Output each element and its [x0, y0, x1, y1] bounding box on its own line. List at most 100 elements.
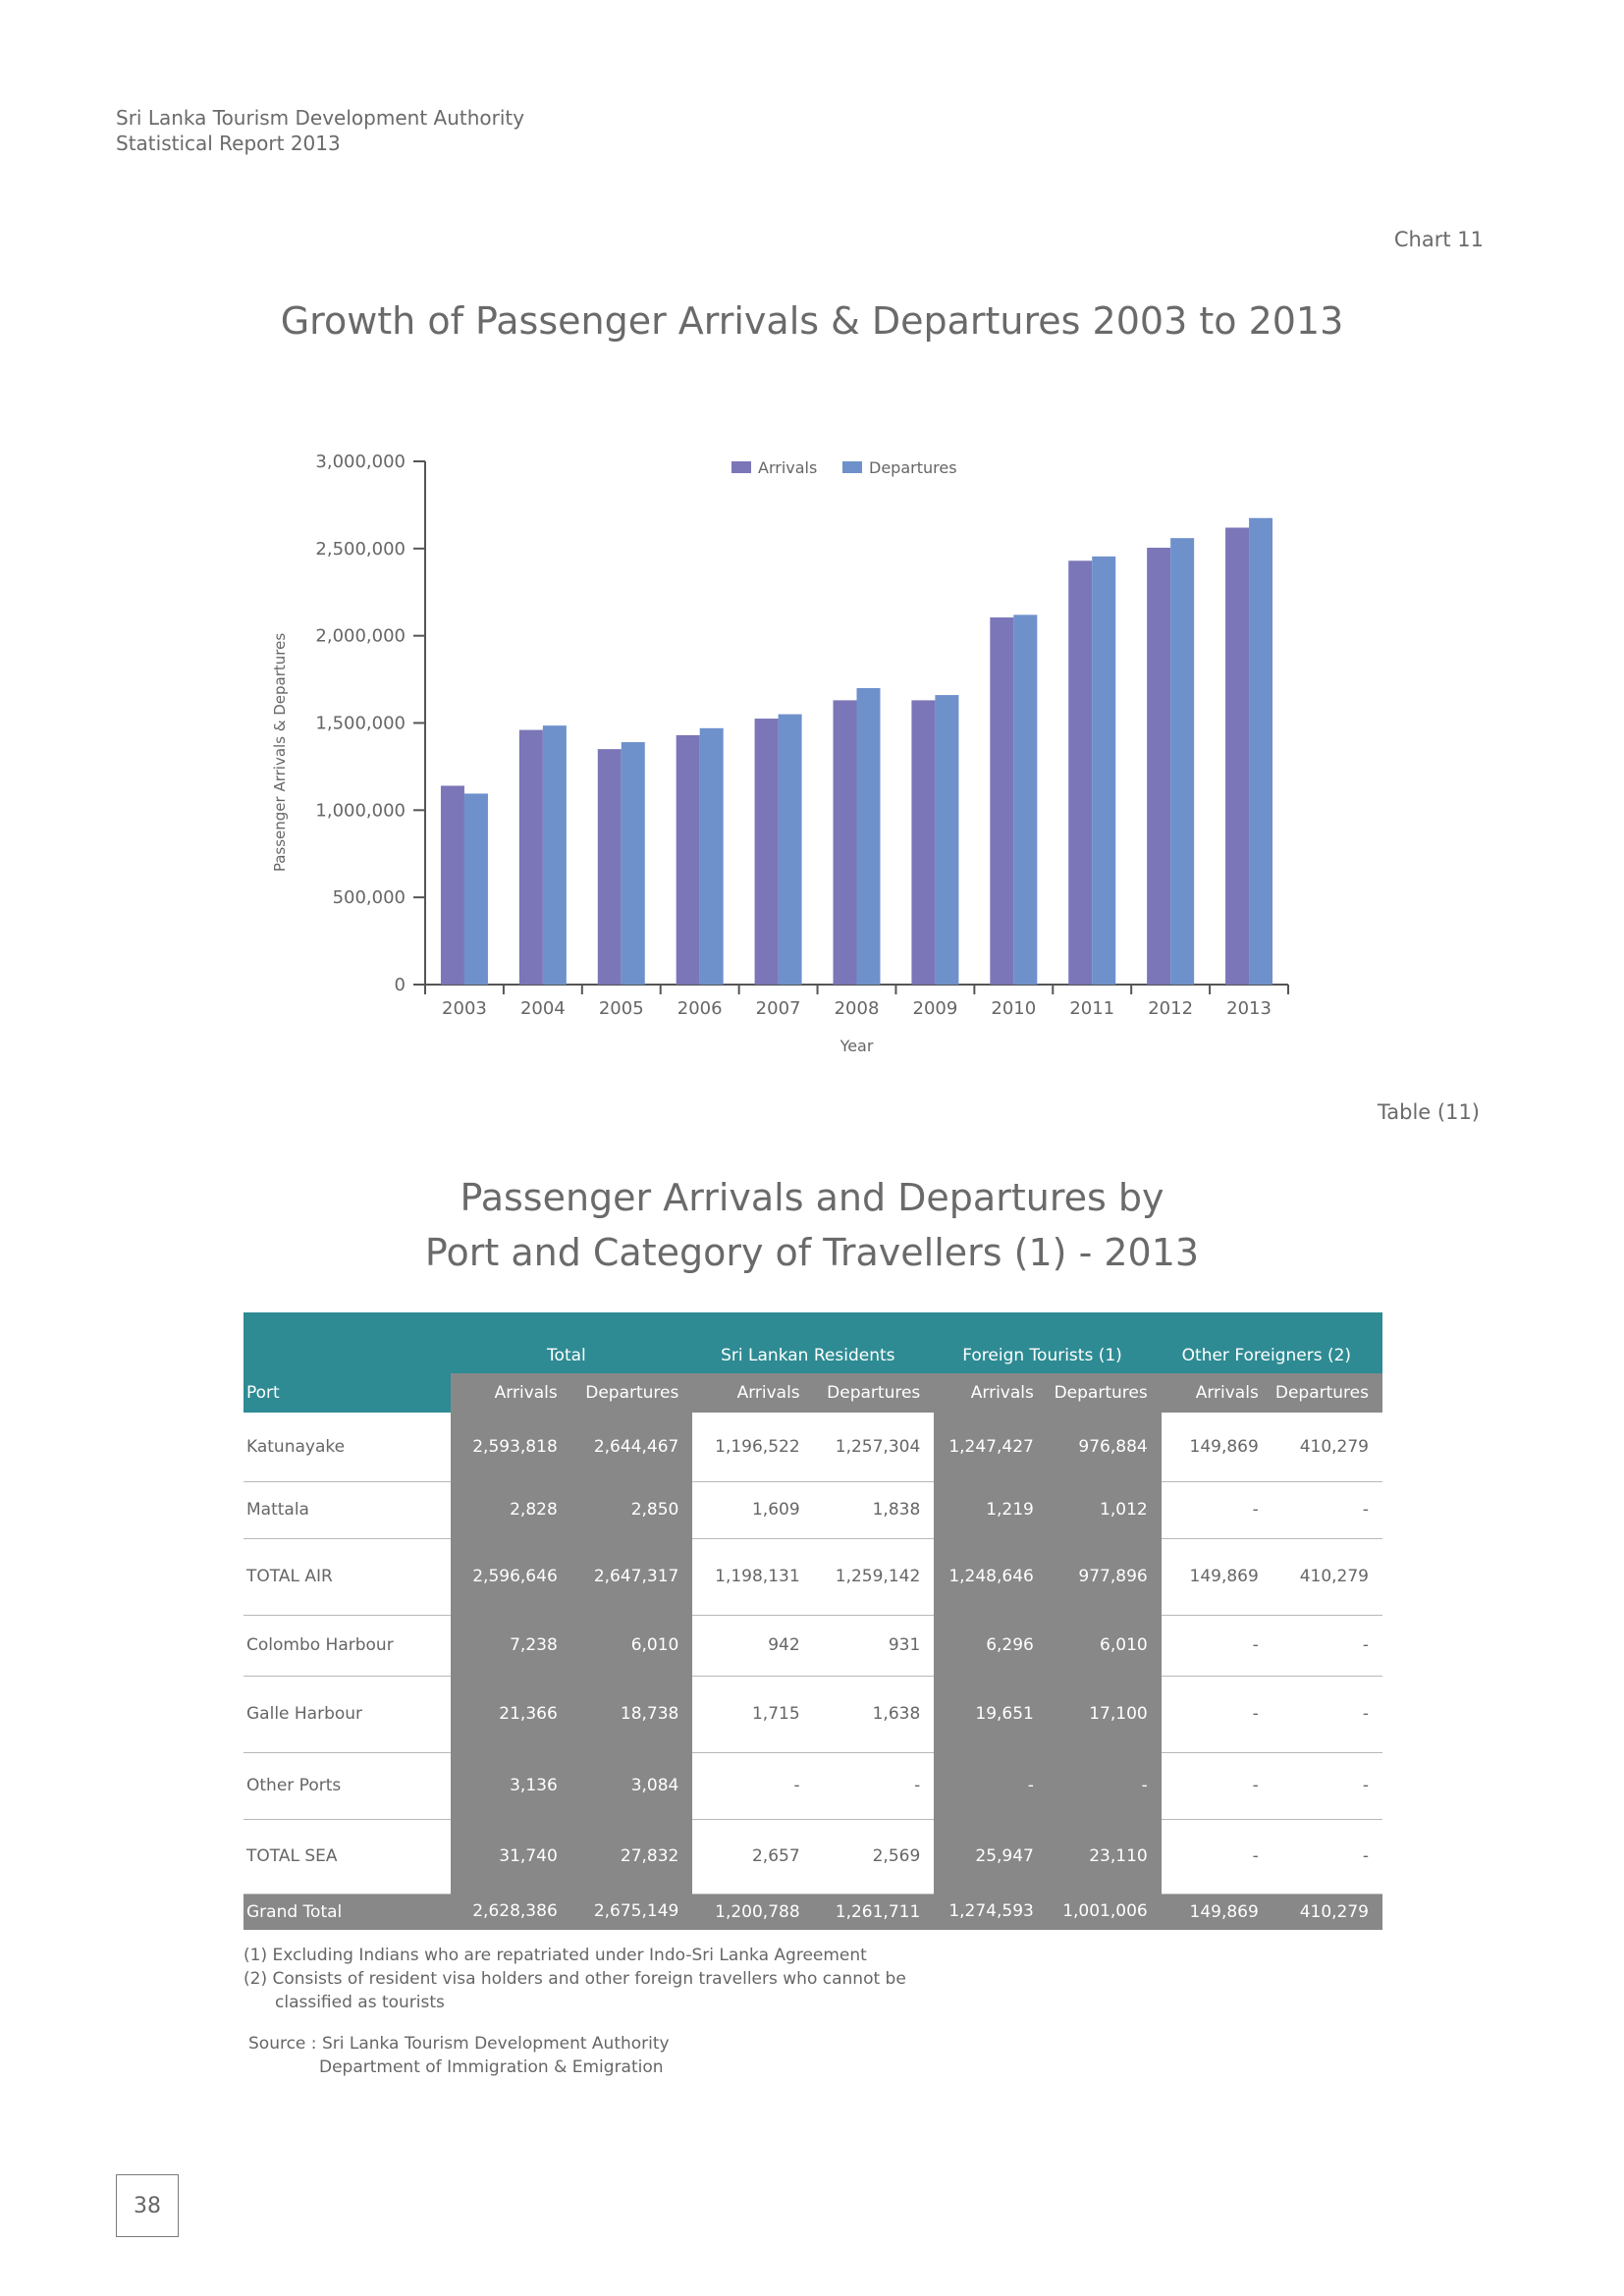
value-cell: 1,259,142	[813, 1538, 935, 1616]
value-cell: 410,279	[1272, 1538, 1382, 1616]
value-cell: -	[1272, 1481, 1382, 1539]
table-title: Passenger Arrivals and Departures by Por…	[0, 1170, 1624, 1280]
value-cell: 7,238	[451, 1615, 571, 1676]
value-cell: 23,110	[1047, 1819, 1162, 1894]
header-report: Statistical Report 2013	[116, 132, 341, 155]
value-cell: 19,651	[934, 1676, 1048, 1752]
table-row: TOTAL SEA 31,740 27,832 2,657 2,569 25,947 23,…	[244, 1819, 1382, 1895]
header-org: Sri Lanka Tourism Development Authority	[116, 106, 525, 130]
group-header-total: Total	[451, 1312, 693, 1373]
y-axis-title: Passenger Arrivals & Departures	[271, 633, 289, 873]
sub-header: Departures	[813, 1373, 935, 1413]
table-row: Other Ports 3,136 3,084- - - - - -	[244, 1752, 1382, 1820]
legend-swatch-departures	[842, 461, 862, 473]
value-cell: 17,100	[1047, 1676, 1162, 1752]
value-cell: 976,884	[1047, 1413, 1162, 1481]
x-tick-label: 2009	[913, 998, 958, 1019]
bar-arrivals	[518, 729, 543, 985]
bar-departures	[1249, 517, 1273, 985]
x-axis-title: Year	[839, 1037, 874, 1055]
value-cell: 18,738	[570, 1676, 693, 1752]
value-cell: 1,247,427	[934, 1413, 1048, 1481]
passenger-table: Total Sri Lankan Residents Foreign Touri…	[244, 1312, 1382, 1930]
source-line2: Department of Immigration & Emigration	[319, 2057, 664, 2077]
table-row: TOTAL AIR 2,596,646 2,647,317 1,198,131 1,25…	[244, 1538, 1382, 1616]
bar-departures	[778, 714, 802, 985]
x-tick-label: 2006	[677, 998, 723, 1019]
value-cell: 2,828	[451, 1481, 571, 1538]
group-header-row: Total Sri Lankan Residents Foreign Touri…	[244, 1312, 1382, 1373]
grand-total-cell: 149,869	[1161, 1894, 1272, 1930]
value-cell: 931	[813, 1615, 935, 1677]
value-cell: 1,248,646	[934, 1538, 1048, 1615]
value-cell: 977,896	[1047, 1538, 1162, 1615]
x-tick-label: 2005	[599, 998, 644, 1019]
bar-chart: 0 500,000 1,000,000 1,500,000 2,000,000 2,500…	[271, 452, 1289, 1055]
port-cell: TOTAL AIR	[244, 1538, 452, 1616]
value-cell: 149,869	[1161, 1413, 1272, 1482]
footnote-2-cont: classified as tourists	[275, 1993, 445, 2012]
value-cell: -	[1272, 1676, 1382, 1753]
value-cell: -	[1272, 1752, 1382, 1820]
y-tick-label: 1,000,000	[315, 800, 406, 821]
sub-header: Departures	[570, 1373, 693, 1413]
port-cell: Colombo Harbour	[244, 1615, 452, 1677]
value-cell: -	[813, 1752, 935, 1820]
table-row: Mattala 2,828 2,850 1,609 1,838 1,219 1,012- -	[244, 1481, 1382, 1539]
grand-total-label: Grand Total	[244, 1894, 452, 1930]
sub-header: Arrivals	[692, 1373, 814, 1413]
x-tick-label: 2003	[442, 998, 487, 1019]
table-row: Katunayake 2,593,818 2,644,467 1,196,522 1,2…	[244, 1413, 1382, 1482]
value-cell: 2,850	[570, 1481, 693, 1538]
grand-total-cell: 1,261,711	[813, 1894, 935, 1930]
y-tick-label: 2,000,000	[315, 626, 406, 647]
value-cell: 1,196,522	[692, 1413, 814, 1482]
group-header-residents: Sri Lankan Residents	[692, 1312, 935, 1373]
port-cell: TOTAL SEA	[244, 1819, 452, 1895]
value-cell: 6,296	[934, 1615, 1048, 1676]
grand-total-cell: 1,001,006	[1047, 1894, 1162, 1930]
page-number: 38	[116, 2174, 179, 2237]
value-cell: 3,136	[451, 1752, 571, 1819]
grand-total-cell: 2,675,149	[570, 1894, 693, 1930]
bar-departures	[699, 727, 724, 985]
value-cell: 1,198,131	[692, 1538, 814, 1616]
value-cell: 25,947	[934, 1819, 1048, 1894]
sub-header: Arrivals	[934, 1373, 1048, 1413]
value-cell: 1,257,304	[813, 1413, 935, 1482]
footnotes: (1) Excluding Indians who are repatriate…	[244, 1944, 906, 2014]
table-row: Galle Harbour 21,366 18,738 1,715 1,638 19,65…	[244, 1676, 1382, 1753]
grand-total-cell: 410,279	[1272, 1894, 1382, 1930]
port-cell: Other Ports	[244, 1752, 452, 1820]
value-cell: -	[1161, 1752, 1272, 1820]
bar-departures	[935, 695, 959, 985]
value-cell: 1,638	[813, 1676, 935, 1753]
x-tick-label: 2004	[520, 998, 566, 1019]
y-tick-label: 0	[395, 975, 406, 995]
value-cell: 149,869	[1161, 1538, 1272, 1616]
value-cell: -	[1047, 1752, 1162, 1819]
grand-total-row: Grand Total 2,628,386 2,675,149 1,200,788 1,…	[244, 1894, 1382, 1930]
sub-header: Arrivals	[1161, 1373, 1272, 1413]
source-label: Source :	[248, 2034, 317, 2054]
legend-label-arrivals: Arrivals	[758, 458, 817, 477]
x-tick-label: 2013	[1226, 998, 1272, 1019]
x-tick-label: 2012	[1148, 998, 1193, 1019]
value-cell: 1,012	[1047, 1481, 1162, 1538]
table-title-line1: Passenger Arrivals and Departures by	[460, 1176, 1164, 1219]
chart-number: Chart 11	[1393, 228, 1484, 251]
value-cell: -	[1161, 1615, 1272, 1677]
y-tick-label: 500,000	[333, 887, 406, 908]
value-cell: 1,838	[813, 1481, 935, 1539]
sub-header: Departures	[1272, 1373, 1382, 1413]
value-cell: 2,596,646	[451, 1538, 571, 1615]
sub-header: Arrivals	[451, 1373, 571, 1413]
value-cell: 1,219	[934, 1481, 1048, 1538]
port-header: Port	[244, 1373, 452, 1413]
bar-arrivals	[911, 700, 936, 985]
value-cell: 2,657	[692, 1819, 814, 1895]
x-tick-label: 2010	[991, 998, 1036, 1019]
x-tick-label: 2007	[756, 998, 801, 1019]
bar-departures	[1170, 538, 1195, 985]
table-number: Table (11)	[1377, 1100, 1480, 1124]
